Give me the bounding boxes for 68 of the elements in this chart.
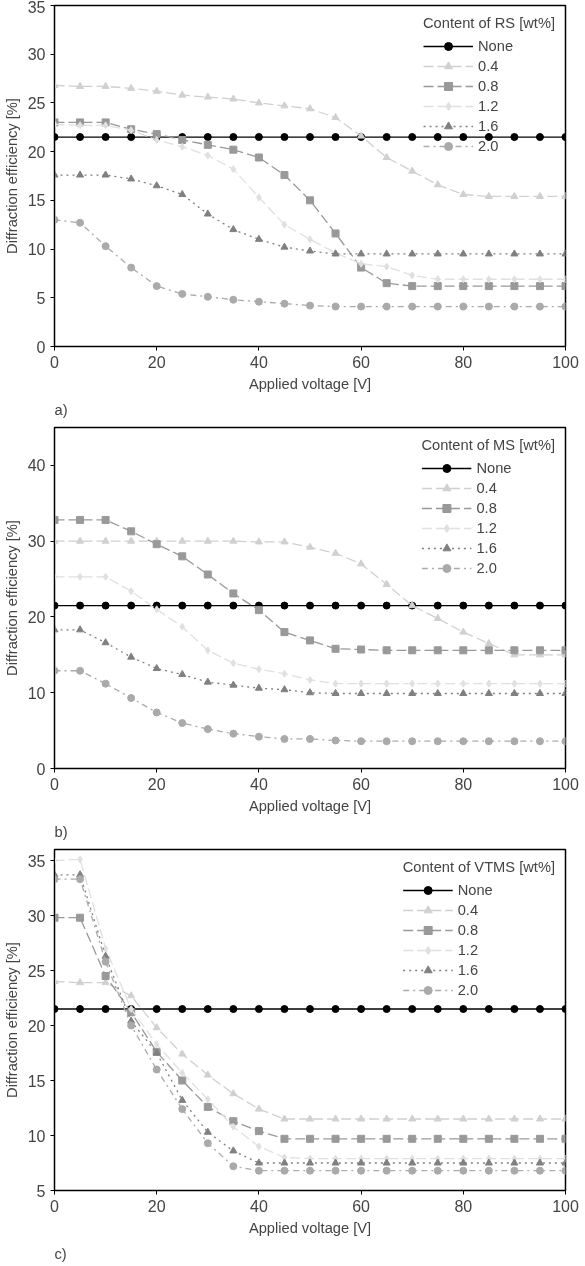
y-axis-title: Diffraction efficiency [%] <box>3 98 20 254</box>
legend-label: None <box>476 460 512 476</box>
legend-label: None <box>478 38 514 54</box>
legend-label: 1.2 <box>476 520 497 536</box>
legend-label: 1.2 <box>478 98 499 114</box>
legend-label: 0.4 <box>476 480 497 496</box>
legend-label: 2.0 <box>478 138 499 154</box>
y-tick-label: 20 <box>27 608 46 626</box>
y-tick-label: 30 <box>27 533 46 551</box>
y-tick-label: 5 <box>36 1182 46 1200</box>
x-tick-label: 20 <box>147 353 166 371</box>
legend-label: 1.6 <box>457 962 479 978</box>
text: b) <box>54 823 68 840</box>
x-tick-label: 60 <box>352 775 371 793</box>
x-tick-label: 80 <box>454 353 473 371</box>
x-tick-label: 20 <box>147 1197 166 1215</box>
x-tick-label: 0 <box>50 775 60 793</box>
x-axis-title: Applied voltage [V] <box>248 1219 372 1236</box>
x-tick-label: 100 <box>552 1197 579 1215</box>
y-tick-label: 15 <box>27 1072 46 1090</box>
legend-label: None <box>457 882 493 898</box>
text: c) <box>54 1245 67 1262</box>
y-tick-label: 30 <box>27 46 46 64</box>
y-tick-label: 15 <box>27 192 46 210</box>
x-tick-label: 80 <box>454 775 473 793</box>
x-tick-label: 100 <box>552 775 579 793</box>
y-tick-label: 30 <box>27 907 46 925</box>
legend-title: Content of VTMS [wt%] <box>402 859 555 875</box>
y-tick-label: 25 <box>27 962 46 980</box>
legend-label: 2.0 <box>457 982 479 998</box>
y-tick-label: 10 <box>27 684 46 702</box>
y-tick-label: 35 <box>27 0 46 16</box>
x-tick-label: 0 <box>50 1197 60 1215</box>
x-tick-label: 20 <box>147 775 166 793</box>
x-axis-title: Applied voltage [V] <box>248 375 372 392</box>
y-tick-label: 40 <box>27 457 46 475</box>
legend-label: 0.8 <box>478 78 499 94</box>
y-tick-label: 25 <box>27 94 46 112</box>
y-axis-title: Diffraction efficiency [%] <box>3 520 20 676</box>
legend-label: 0.4 <box>457 902 479 918</box>
legend-label: 2.0 <box>476 560 497 576</box>
y-tick-label: 5 <box>36 289 46 307</box>
x-tick-label: 100 <box>552 353 579 371</box>
x-tick-label: 40 <box>250 1197 268 1215</box>
x-tick-label: 80 <box>454 1197 473 1215</box>
y-tick-label: 0 <box>36 338 46 356</box>
x-tick-label: 0 <box>50 353 60 371</box>
y-tick-label: 20 <box>27 1017 46 1035</box>
y-axis-title: Diffraction efficiency [%] <box>3 942 20 1098</box>
legend-label: 1.6 <box>476 540 497 556</box>
x-tick-label: 40 <box>250 353 268 371</box>
y-tick-label: 20 <box>27 143 46 161</box>
legend-title: Content of RS [wt%] <box>423 15 555 31</box>
y-tick-label: 35 <box>27 852 46 870</box>
text: a) <box>54 401 68 418</box>
y-tick-label: 0 <box>36 760 46 778</box>
legend-label: 0.8 <box>476 500 497 516</box>
legend-label: 0.4 <box>478 58 499 74</box>
x-axis-title: Applied voltage [V] <box>248 797 372 814</box>
legend-label: 0.8 <box>457 922 479 938</box>
y-tick-label: 10 <box>27 241 46 259</box>
legend-label: 1.6 <box>478 118 499 134</box>
x-tick-label: 40 <box>250 775 268 793</box>
x-tick-label: 60 <box>352 1197 371 1215</box>
legend-title: Content of MS [wt%] <box>421 437 555 453</box>
x-tick-label: 60 <box>352 353 371 371</box>
y-tick-label: 10 <box>27 1127 46 1145</box>
legend-label: 1.2 <box>457 942 479 958</box>
